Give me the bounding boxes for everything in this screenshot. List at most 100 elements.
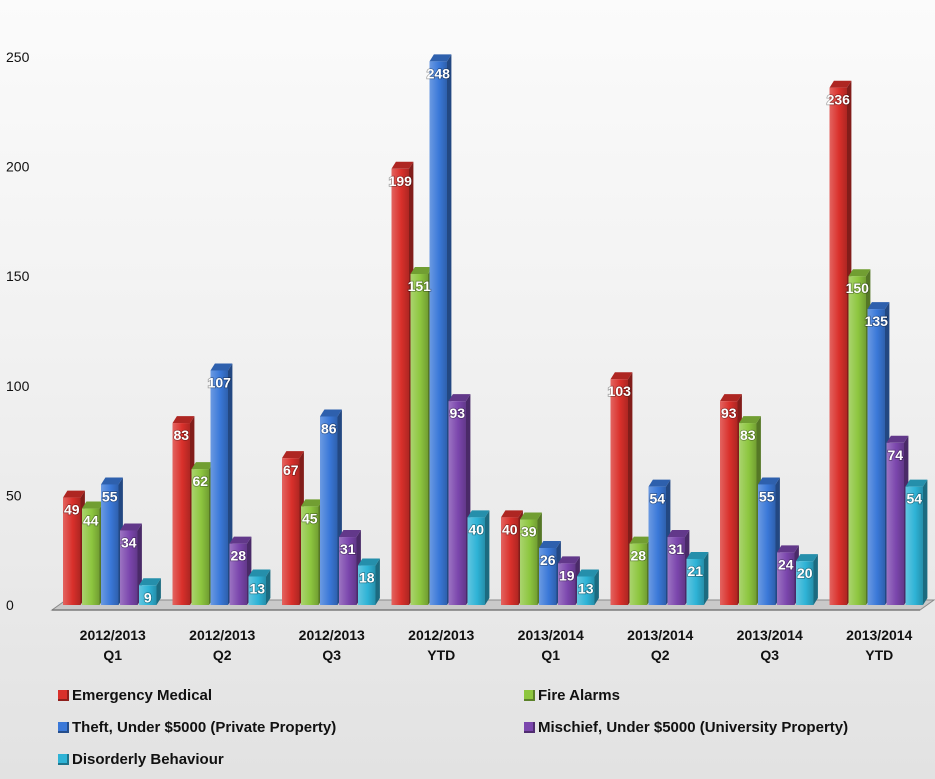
bar-front bbox=[82, 508, 100, 605]
data-label: 13 bbox=[249, 581, 265, 597]
bar bbox=[720, 394, 742, 605]
bar-top bbox=[610, 372, 633, 380]
bar-top bbox=[629, 536, 652, 544]
y-tick-label: 250 bbox=[6, 49, 30, 65]
data-label: 93 bbox=[449, 405, 465, 421]
legend: Emergency Medical Fire Alarms Theft, Under… bbox=[58, 684, 918, 770]
bar-top bbox=[886, 435, 909, 443]
bar-top bbox=[848, 269, 871, 277]
bar-front bbox=[358, 565, 376, 605]
bar-chart: 0501001502002504944553498362107281367458… bbox=[6, 49, 935, 663]
y-tick-label: 50 bbox=[6, 487, 22, 503]
data-label: 67 bbox=[283, 462, 299, 478]
data-label: 86 bbox=[321, 420, 337, 436]
data-label: 55 bbox=[102, 488, 118, 504]
bar-top bbox=[686, 551, 709, 559]
bar-front bbox=[796, 561, 814, 605]
bar bbox=[248, 569, 271, 605]
x-tick-label: 2013/2014 YTD bbox=[846, 627, 912, 663]
legend-label: Fire Alarms bbox=[538, 686, 620, 704]
data-label: 74 bbox=[887, 447, 903, 463]
bar bbox=[905, 479, 928, 605]
y-tick-label: 200 bbox=[6, 159, 30, 175]
legend-label: Disorderly Behaviour bbox=[72, 750, 224, 768]
bar-side bbox=[704, 551, 709, 605]
data-label: 31 bbox=[668, 541, 684, 557]
bar bbox=[139, 578, 161, 605]
data-label: 45 bbox=[302, 510, 318, 526]
data-label: 28 bbox=[230, 548, 246, 564]
legend-item: Mischief, Under $5000 (University Proper… bbox=[524, 716, 918, 738]
bar bbox=[577, 569, 599, 605]
bar-top bbox=[101, 477, 123, 485]
y-tick-label: 0 bbox=[6, 597, 14, 613]
bar-top bbox=[739, 416, 761, 424]
bar-top bbox=[391, 161, 414, 169]
bar bbox=[172, 416, 195, 605]
bar-front bbox=[248, 576, 266, 605]
bar bbox=[829, 80, 852, 606]
x-tick-label: 2013/2014 Q2 bbox=[627, 627, 693, 663]
data-label: 31 bbox=[340, 541, 356, 557]
bar-front bbox=[720, 401, 738, 605]
bar-front bbox=[320, 416, 338, 605]
data-label: 83 bbox=[173, 427, 189, 443]
legend-item: Fire Alarms bbox=[524, 684, 918, 706]
bar-front bbox=[339, 537, 357, 605]
bar-front bbox=[539, 548, 557, 605]
bar-front bbox=[739, 423, 757, 605]
x-tick-label: 2013/2014 Q3 bbox=[737, 627, 803, 663]
legend-swatch bbox=[524, 721, 535, 733]
data-label: 248 bbox=[427, 65, 451, 81]
bar-front bbox=[282, 458, 300, 605]
data-label: 40 bbox=[468, 521, 484, 537]
data-labels-layer: 4944553498362107281367458631181991512489… bbox=[63, 65, 923, 606]
data-label: 150 bbox=[846, 280, 870, 296]
bar-top bbox=[301, 499, 323, 507]
bar-top bbox=[520, 512, 542, 520]
bar-top bbox=[282, 451, 304, 459]
data-label: 49 bbox=[64, 502, 80, 518]
data-label: 18 bbox=[359, 570, 375, 586]
data-label: 103 bbox=[608, 383, 632, 399]
bar bbox=[429, 54, 452, 606]
bar-top bbox=[448, 394, 471, 402]
bar-top bbox=[191, 462, 214, 470]
data-label: 54 bbox=[649, 491, 665, 507]
bar-top bbox=[429, 54, 452, 62]
bar bbox=[467, 510, 490, 605]
bar-top bbox=[63, 490, 85, 498]
bar-top bbox=[248, 569, 271, 577]
bar-side bbox=[813, 554, 818, 605]
bar-front bbox=[410, 274, 428, 605]
bar-front bbox=[467, 517, 485, 605]
bar-front bbox=[610, 379, 628, 605]
bar-top bbox=[577, 569, 599, 577]
data-label: 28 bbox=[630, 548, 646, 564]
data-label: 39 bbox=[521, 524, 537, 540]
bar bbox=[210, 363, 233, 605]
data-label: 93 bbox=[721, 405, 737, 421]
bar-top bbox=[210, 363, 233, 371]
bar-top bbox=[758, 477, 780, 485]
x-tick-label: 2012/2013 YTD bbox=[408, 627, 474, 663]
bar bbox=[610, 372, 633, 605]
bar-side bbox=[375, 558, 380, 605]
bar bbox=[777, 545, 799, 605]
bar-front bbox=[191, 469, 209, 605]
legend-item: Theft, Under $5000 (Private Property) bbox=[58, 716, 524, 738]
bar-front bbox=[229, 543, 247, 605]
bar bbox=[796, 554, 818, 605]
bar-front bbox=[886, 442, 904, 605]
bar-front bbox=[558, 563, 576, 605]
x-tick-label: 2013/2014 Q1 bbox=[518, 627, 584, 663]
bar-front bbox=[139, 585, 157, 605]
bar-front bbox=[629, 543, 647, 605]
bar-front bbox=[520, 519, 538, 605]
legend-item: Emergency Medical bbox=[58, 684, 524, 706]
bar-front bbox=[63, 497, 81, 605]
data-label: 13 bbox=[578, 581, 594, 597]
data-label: 83 bbox=[740, 427, 756, 443]
bar bbox=[410, 267, 433, 605]
legend-label: Emergency Medical bbox=[72, 686, 213, 704]
